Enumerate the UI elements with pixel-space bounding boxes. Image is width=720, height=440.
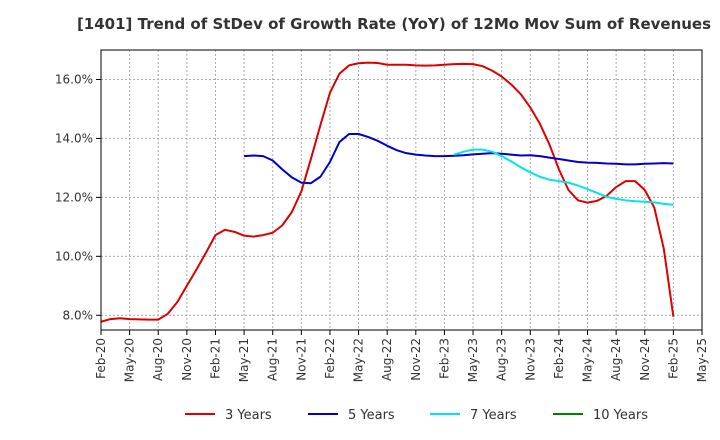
x-tick-label: Nov-21 <box>294 338 308 381</box>
legend-label-5-years: 5 Years <box>348 408 395 423</box>
x-tick-label: Feb-24 <box>552 338 566 379</box>
x-tick-label: Nov-22 <box>409 338 423 381</box>
legend-label-7-years: 7 Years <box>470 408 517 423</box>
legend-label-10-years: 10 Years <box>593 408 648 423</box>
x-tick-label: Aug-22 <box>380 338 394 381</box>
x-tick-label: Feb-22 <box>323 338 337 379</box>
y-axis-ticks: 8.0% 10.0% 12.0% 14.0% 16.0% <box>55 72 101 322</box>
x-tick-label: Aug-21 <box>266 338 280 381</box>
x-tick-label: May-24 <box>581 338 595 382</box>
legend: 3 Years 5 Years 7 Years 10 Years <box>185 408 648 423</box>
x-tick-label: May-25 <box>695 338 709 382</box>
x-tick-label: Nov-20 <box>180 338 194 381</box>
chart-title: [1401] Trend of StDev of Growth Rate (Yo… <box>77 15 711 33</box>
x-axis-ticks: Feb-20 May-20 Aug-20 Nov-20 Feb-21 May-21 Aug-… <box>94 330 709 382</box>
y-tick-label: 8.0% <box>63 308 94 322</box>
y-tick-label: 12.0% <box>55 190 93 204</box>
x-tick-label: May-21 <box>237 338 251 382</box>
x-tick-label: Feb-20 <box>94 338 108 379</box>
series-layer <box>100 61 675 323</box>
x-tick-label: May-20 <box>123 338 137 382</box>
x-tick-label: May-22 <box>352 338 366 382</box>
series-line-3-years <box>100 61 675 323</box>
x-tick-label: Aug-23 <box>495 338 509 381</box>
x-tick-label: Nov-23 <box>523 338 537 381</box>
x-tick-label: Nov-24 <box>638 338 652 381</box>
x-tick-label: Feb-23 <box>437 338 451 379</box>
x-tick-label: Aug-20 <box>151 338 165 381</box>
y-tick-label: 10.0% <box>55 249 93 263</box>
series-line-5-years <box>244 133 674 185</box>
legend-label-3-years: 3 Years <box>225 408 272 423</box>
x-tick-label: Aug-24 <box>609 338 623 381</box>
series-line-7-years <box>453 148 674 206</box>
y-tick-label: 14.0% <box>55 131 93 145</box>
x-tick-label: Feb-25 <box>666 338 680 379</box>
plot-area-frame <box>100 49 703 331</box>
x-tick-label: Feb-21 <box>208 338 222 379</box>
x-tick-label: May-23 <box>466 338 480 382</box>
y-tick-label: 16.0% <box>55 72 93 86</box>
